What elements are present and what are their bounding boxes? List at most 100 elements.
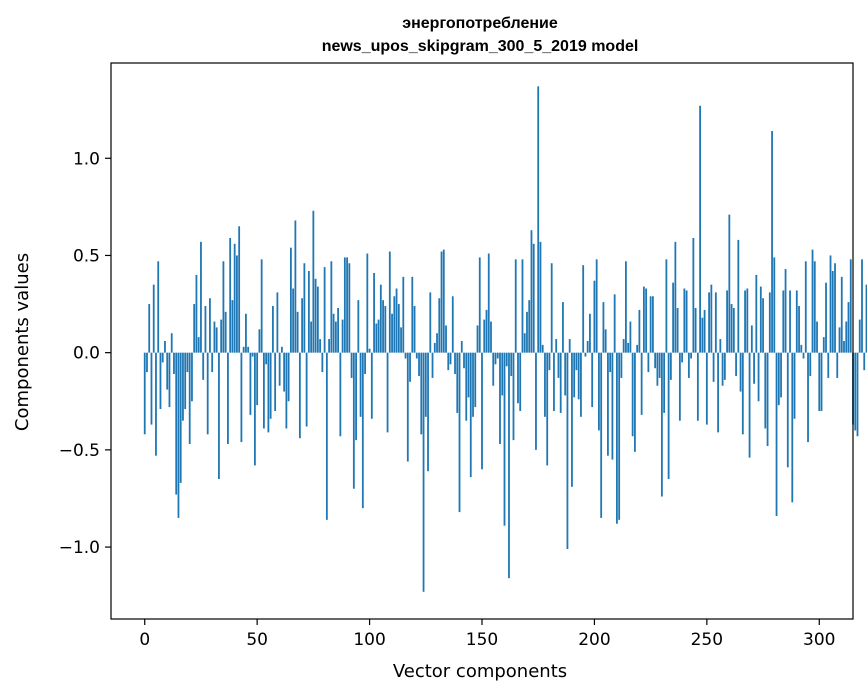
bar [735, 352, 737, 376]
bar [368, 348, 371, 353]
x-tick-label: 200 [578, 630, 610, 650]
bar [629, 321, 632, 353]
bar [728, 214, 731, 353]
bar [613, 294, 616, 353]
bar [492, 352, 495, 386]
bar [694, 307, 697, 353]
bar [746, 288, 749, 353]
bar [175, 352, 178, 495]
bar [773, 257, 776, 353]
bar [719, 339, 722, 353]
bar [490, 321, 492, 353]
bar [573, 352, 576, 398]
bar [557, 352, 560, 378]
bar [424, 352, 427, 417]
bar [213, 321, 216, 353]
bar [721, 352, 724, 386]
bar [807, 352, 809, 443]
y-tick-label: −0.5 [59, 441, 100, 461]
bar [519, 352, 522, 411]
bar [598, 352, 600, 431]
bar [229, 237, 232, 353]
bar [863, 352, 866, 371]
bar [822, 337, 825, 353]
bar [321, 352, 324, 373]
bar [753, 352, 755, 384]
bar [296, 311, 299, 353]
bar [593, 280, 596, 353]
bar [191, 352, 193, 402]
chart-subtitle: news_upos_skipgram_300_5_2019 model [322, 38, 639, 55]
bar [364, 352, 366, 375]
x-tick-label: 250 [691, 630, 723, 650]
bar [741, 352, 744, 435]
bar [789, 290, 791, 353]
bar [616, 352, 618, 524]
bar [681, 352, 684, 363]
bar [447, 352, 450, 371]
bar [712, 352, 715, 382]
bar [748, 352, 751, 458]
bar [283, 352, 286, 392]
bar [730, 304, 733, 353]
bar [757, 352, 760, 402]
bar [656, 352, 659, 386]
bar [562, 302, 564, 353]
bar [705, 352, 708, 425]
bar [240, 352, 243, 443]
bar [546, 352, 549, 466]
bar [404, 352, 407, 359]
bar [314, 278, 317, 353]
bar [663, 352, 666, 413]
bar [710, 284, 713, 353]
bar [249, 352, 252, 415]
bar [397, 304, 400, 353]
bar [510, 352, 513, 376]
bar [636, 344, 639, 353]
bar [714, 292, 717, 353]
bar [732, 307, 735, 353]
bar [854, 352, 857, 431]
bar [269, 352, 272, 419]
bar [337, 307, 339, 353]
bar [503, 352, 506, 526]
bar [784, 269, 787, 353]
bar [238, 226, 241, 353]
bar [553, 352, 555, 411]
bar [209, 298, 211, 353]
bar [361, 352, 364, 509]
bar [611, 352, 614, 460]
bar [161, 352, 164, 363]
bar [512, 352, 515, 441]
bar [683, 288, 686, 353]
bar [427, 352, 429, 472]
bar [386, 352, 389, 433]
y-tick-label: 1.0 [73, 149, 100, 169]
bar [777, 352, 780, 406]
bar [595, 259, 598, 353]
bar [809, 352, 812, 376]
bar [530, 230, 533, 353]
bar [618, 352, 621, 520]
bar [739, 352, 742, 392]
bar [465, 352, 468, 421]
bar [303, 263, 306, 353]
bar [782, 290, 785, 353]
bar [858, 319, 861, 353]
bar [496, 352, 499, 359]
bar [218, 352, 220, 480]
bar [478, 257, 481, 353]
bar [245, 313, 247, 353]
bar [526, 311, 528, 353]
bar [625, 261, 627, 353]
bar [843, 341, 845, 353]
y-axis-ticks: −1.0 −0.5 0.0 0.5 1.0 [59, 149, 111, 558]
bar [260, 259, 263, 353]
bar [501, 352, 504, 396]
bar [584, 352, 587, 357]
bar [723, 352, 726, 380]
bar [687, 352, 690, 378]
y-axis-label: Components values [12, 253, 33, 431]
bar [373, 272, 375, 353]
